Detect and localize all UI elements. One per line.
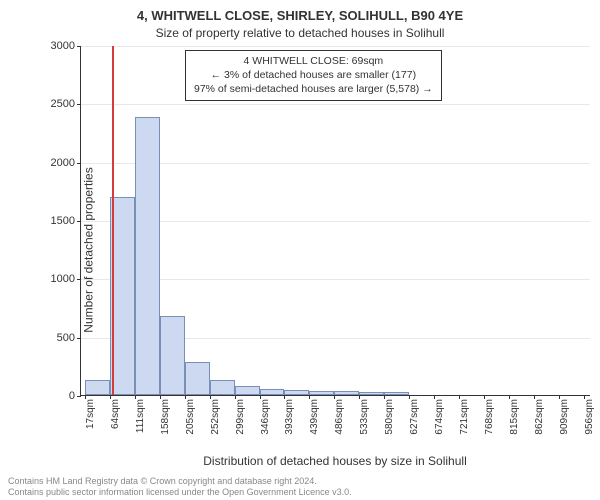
xtick-label: 909sqm (559, 399, 570, 435)
bar (384, 392, 409, 395)
annotation-line: 97% of semi-detached houses are larger (… (194, 82, 433, 96)
xtick-label: 533sqm (359, 399, 370, 435)
bar (135, 117, 160, 395)
attribution-line1: Contains HM Land Registry data © Crown c… (8, 476, 352, 487)
x-axis-label: Distribution of detached houses by size … (80, 454, 590, 468)
bar (185, 362, 210, 395)
bar (235, 386, 260, 395)
xtick-label: 252sqm (210, 399, 221, 435)
ytick-label: 2000 (51, 157, 81, 169)
chart-container: { "chart": { "type": "histogram", "title… (0, 0, 600, 500)
xtick-label: 393sqm (284, 399, 295, 435)
xtick-label: 158sqm (160, 399, 171, 435)
bar (85, 380, 110, 395)
xtick-label: 346sqm (260, 399, 271, 435)
bar (260, 389, 285, 395)
ytick-label: 3000 (51, 40, 81, 52)
xtick-label: 627sqm (409, 399, 420, 435)
marker-line (112, 46, 114, 395)
xtick-label: 815sqm (509, 399, 520, 435)
attribution-line2: Contains public sector information licen… (8, 487, 352, 498)
annotation-box: 4 WHITWELL CLOSE: 69sqm← 3% of detached … (185, 50, 442, 101)
grid-line (81, 104, 590, 105)
xtick-label: 17sqm (85, 399, 96, 429)
xtick-label: 674sqm (434, 399, 445, 435)
annotation-line: 4 WHITWELL CLOSE: 69sqm (194, 54, 433, 68)
xtick-label: 111sqm (135, 399, 146, 433)
bar (160, 316, 185, 395)
xtick-label: 299sqm (235, 399, 246, 435)
bar (359, 392, 384, 395)
annotation-line: ← 3% of detached houses are smaller (177… (194, 68, 433, 82)
xtick-label: 486sqm (334, 399, 345, 435)
xtick-label: 439sqm (309, 399, 320, 435)
chart-subtitle: Size of property relative to detached ho… (0, 26, 600, 40)
attribution: Contains HM Land Registry data © Crown c… (8, 476, 352, 499)
xtick-label: 956sqm (584, 399, 595, 435)
ytick-label: 0 (69, 390, 81, 402)
xtick-label: 64sqm (110, 399, 121, 429)
xtick-label: 862sqm (534, 399, 545, 435)
chart-title: 4, WHITWELL CLOSE, SHIRLEY, SOLIHULL, B9… (0, 8, 600, 23)
ytick-label: 1500 (51, 215, 81, 227)
grid-line (81, 46, 590, 47)
xtick-label: 768sqm (484, 399, 495, 435)
xtick-label: 721sqm (459, 399, 470, 435)
ytick-label: 2500 (51, 98, 81, 110)
bar (309, 391, 334, 395)
bar (210, 380, 235, 395)
bar (284, 390, 309, 395)
bar (334, 391, 359, 395)
plot-area: 05001000150020002500300017sqm64sqm111sqm… (80, 46, 590, 396)
xtick-label: 205sqm (185, 399, 196, 435)
ytick-label: 1000 (51, 273, 81, 285)
xtick-label: 580sqm (384, 399, 395, 435)
ytick-label: 500 (57, 332, 81, 344)
